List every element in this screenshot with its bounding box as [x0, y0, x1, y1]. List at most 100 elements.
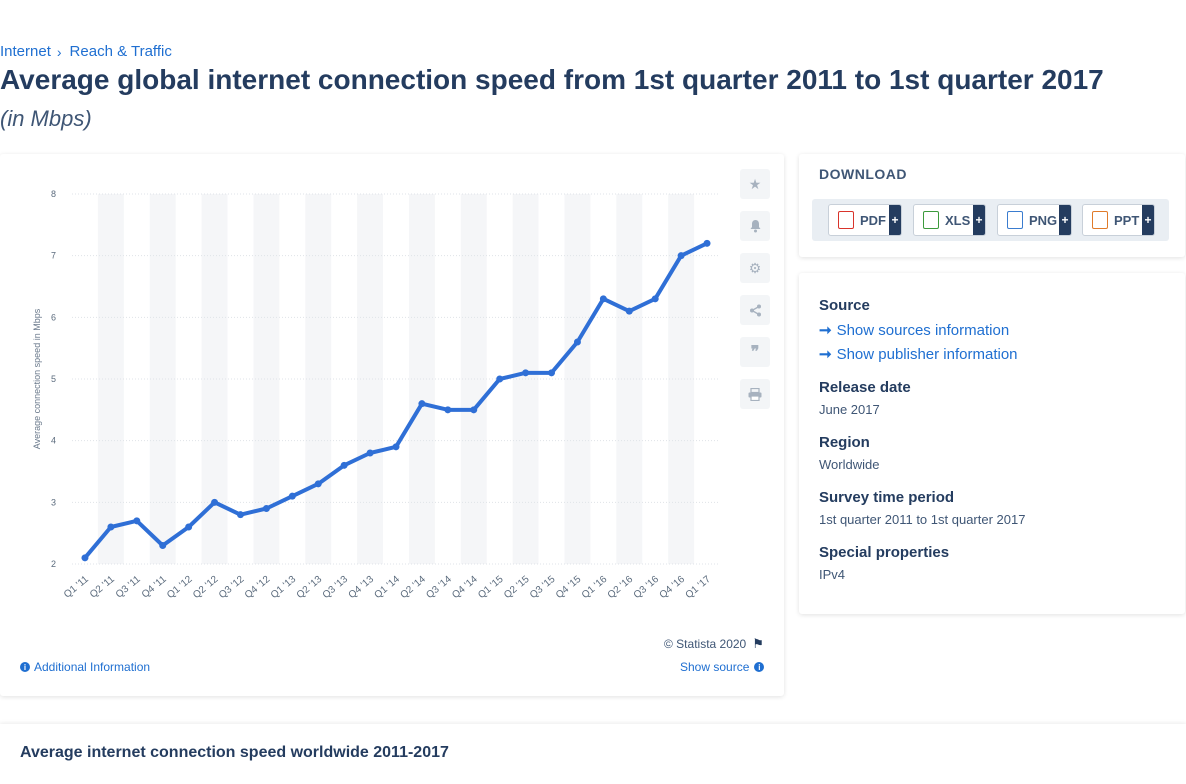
data-point[interactable] — [314, 480, 322, 488]
data-point[interactable] — [599, 295, 607, 303]
x-tick-label: Q3 '13 — [321, 574, 351, 601]
xls-file-icon — [923, 211, 939, 229]
breadcrumb-internet[interactable]: Internet — [0, 43, 51, 60]
region-value: Worldwide — [819, 457, 880, 472]
x-tick-label: Q3 '12 — [217, 574, 247, 601]
breadcrumb: Internet › Reach & Traffic — [0, 43, 172, 60]
x-tick-label: Q4 '16 — [658, 574, 688, 601]
x-tick-label: Q1 '16 — [580, 574, 610, 601]
data-point[interactable] — [185, 523, 193, 531]
y-tick-label: 2 — [51, 559, 56, 569]
x-tick-label: Q1 '17 — [684, 574, 714, 601]
info-circle-icon: i — [20, 662, 30, 672]
survey-period-value: 1st quarter 2011 to 1st quarter 2017 — [819, 512, 1026, 527]
data-point[interactable] — [470, 406, 478, 414]
y-tick-label: 5 — [51, 374, 56, 384]
print-icon — [748, 387, 762, 401]
show-publisher-link[interactable]: ➞ Show publisher information — [819, 345, 1018, 364]
print-button[interactable] — [740, 379, 770, 409]
breadcrumb-reach-traffic[interactable]: Reach & Traffic — [69, 43, 172, 60]
data-point[interactable] — [444, 406, 452, 414]
data-point[interactable] — [366, 449, 374, 457]
data-point[interactable] — [211, 498, 219, 506]
plus-icon: + — [1142, 205, 1154, 235]
x-tick-label: Q1 '14 — [373, 574, 403, 601]
region-label: Region — [819, 434, 870, 451]
data-point[interactable] — [625, 307, 633, 315]
data-point[interactable] — [81, 554, 89, 562]
data-point[interactable] — [262, 505, 270, 512]
download-png-label: PNG — [1029, 212, 1058, 228]
x-tick-label: Q2 '16 — [606, 574, 636, 601]
x-tick-label: Q4 '14 — [450, 574, 480, 601]
data-point[interactable] — [107, 523, 115, 531]
x-tick-label: Q2 '14 — [398, 574, 428, 601]
download-card: DOWNLOAD PDF + XLS + PNG + PPT + — [799, 154, 1185, 257]
data-point[interactable] — [159, 542, 167, 549]
survey-period-label: Survey time period — [819, 489, 955, 506]
data-point[interactable] — [548, 369, 556, 377]
plus-icon: + — [973, 205, 985, 235]
x-tick-label: Q1 '12 — [165, 574, 195, 601]
column-band — [460, 194, 487, 564]
download-xls-button[interactable]: XLS + — [913, 204, 986, 236]
y-tick-label: 8 — [51, 189, 56, 199]
column-band — [616, 194, 643, 564]
download-pdf-button[interactable]: PDF + — [828, 204, 902, 236]
y-tick-label: 3 — [51, 497, 56, 507]
column-band — [357, 194, 384, 564]
data-point[interactable] — [496, 375, 504, 383]
data-point[interactable] — [703, 239, 711, 247]
x-tick-label: Q3 '16 — [632, 574, 662, 601]
notification-button[interactable] — [740, 211, 770, 241]
release-date-value: June 2017 — [819, 402, 880, 417]
bell-icon — [750, 220, 760, 233]
chevron-right-icon: › — [56, 43, 62, 60]
download-png-button[interactable]: PNG + — [997, 204, 1072, 236]
quote-icon: ❞ — [750, 344, 760, 361]
cite-button[interactable]: ❞ — [740, 337, 770, 367]
arrow-right-icon: ➞ — [819, 346, 832, 363]
data-point[interactable] — [677, 252, 685, 260]
show-source-link[interactable]: Show source i — [680, 660, 765, 674]
data-point[interactable] — [522, 369, 530, 377]
data-point[interactable] — [236, 511, 244, 519]
special-properties-label: Special properties — [819, 544, 950, 561]
data-point[interactable] — [340, 461, 348, 469]
copyright: © Statista 2020 ⚑ — [664, 636, 764, 652]
copyright-text: © Statista 2020 — [664, 637, 747, 651]
x-tick-label: Q3 '14 — [424, 574, 454, 601]
flag-icon[interactable]: ⚑ — [752, 636, 764, 651]
show-sources-link[interactable]: ➞ Show sources information — [819, 321, 1009, 340]
x-tick-label: Q3 '15 — [528, 574, 558, 601]
column-band — [97, 194, 124, 564]
series-line — [83, 241, 708, 560]
show-publisher-label: Show publisher information — [836, 345, 1018, 363]
x-tick-label: Q2 '11 — [88, 574, 117, 601]
png-file-icon — [1007, 211, 1023, 229]
data-point[interactable] — [418, 400, 426, 408]
download-ppt-button[interactable]: PPT + — [1082, 204, 1155, 236]
download-pdf-label: PDF — [860, 212, 886, 228]
share-icon — [749, 304, 761, 316]
related-statistic-title[interactable]: Average internet connection speed worldw… — [20, 744, 449, 761]
plus-icon: + — [889, 205, 901, 235]
arrow-right-icon: ➞ — [819, 322, 832, 339]
additional-information-link[interactable]: i Additional Information — [20, 660, 150, 674]
x-tick-label: Q4 '15 — [554, 574, 584, 601]
download-buttons: PDF + XLS + PNG + PPT + — [812, 199, 1169, 241]
plus-icon: + — [1059, 205, 1071, 235]
data-point[interactable] — [651, 295, 659, 303]
data-point[interactable] — [288, 492, 296, 500]
settings-button[interactable]: ⚙ — [740, 253, 770, 283]
data-point[interactable] — [573, 338, 581, 346]
download-ppt-label: PPT — [1114, 212, 1140, 228]
y-tick-label: 4 — [51, 436, 56, 446]
star-icon: ★ — [748, 175, 762, 192]
data-point[interactable] — [392, 443, 400, 451]
data-point[interactable] — [133, 517, 141, 525]
share-button[interactable] — [740, 295, 770, 325]
favorite-button[interactable]: ★ — [740, 169, 770, 199]
